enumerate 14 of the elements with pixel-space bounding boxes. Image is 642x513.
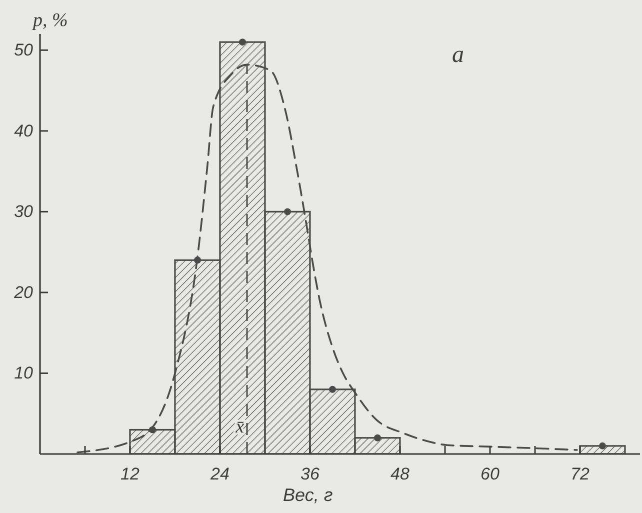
x-tick-label: 72 xyxy=(570,464,590,484)
y-tick-label: 30 xyxy=(14,202,34,222)
x-axis-title: Вес, г xyxy=(283,484,333,506)
y-tick-label: 10 xyxy=(14,364,34,383)
y-tick-label: 20 xyxy=(13,282,34,302)
x-tick-label: 48 xyxy=(390,464,410,484)
x-tick-label: 36 xyxy=(300,464,320,484)
x-tick-label: 24 xyxy=(210,464,230,484)
y-tick-label: 40 xyxy=(14,121,34,140)
x-tick-label: 12 xyxy=(120,464,140,484)
y-tick-label: 50 xyxy=(14,40,34,60)
y-axis-title: p, % xyxy=(33,10,68,32)
annotation: а xyxy=(452,42,464,68)
x-tick-label: 60 xyxy=(480,464,500,484)
